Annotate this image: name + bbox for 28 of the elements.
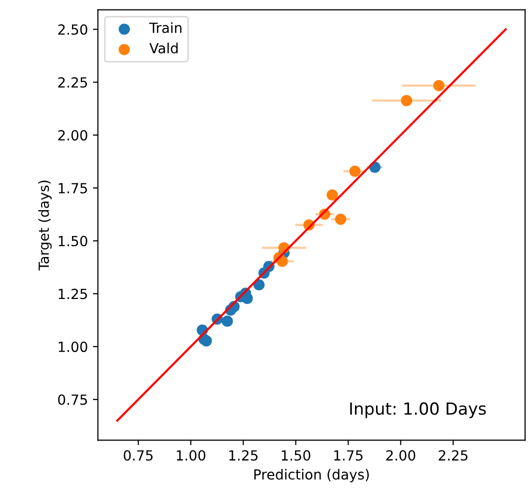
x-tick-label: 1.50 [282, 450, 310, 461]
y-tick-label: 2.00 [58, 130, 88, 141]
x-axis-title: Prediction (days) [254, 468, 369, 482]
y-tick-label: 2.50 [58, 24, 88, 35]
x-tick-label: 0.75 [124, 450, 153, 461]
point [222, 316, 233, 327]
annotation: Input: 1.00 Days [350, 402, 486, 418]
point [200, 335, 212, 346]
y-tick-label: 1.00 [58, 342, 88, 352]
point [349, 166, 361, 177]
x-tick-label: 1.75 [334, 450, 362, 461]
y-tick-label: 0.75 [58, 394, 87, 405]
y-axis-title: Target (days) [38, 180, 52, 271]
point [433, 80, 445, 92]
point [335, 214, 346, 225]
x-tick-label: 1.00 [176, 450, 206, 461]
legend-label: Train [149, 22, 182, 34]
y-tick-label: 1.50 [58, 236, 88, 246]
point [253, 279, 265, 290]
y-tick-label: 2.25 [58, 77, 87, 88]
x-tick-label: 1.25 [229, 450, 258, 461]
y-tick-label: 1.75 [58, 183, 87, 194]
legend-label: Vald [149, 42, 178, 54]
y-tick-label: 1.25 [58, 288, 87, 300]
point [400, 94, 412, 106]
x-tick-label: 2.00 [386, 450, 416, 461]
point [326, 189, 338, 201]
x-tick-label: 2.25 [438, 450, 468, 461]
